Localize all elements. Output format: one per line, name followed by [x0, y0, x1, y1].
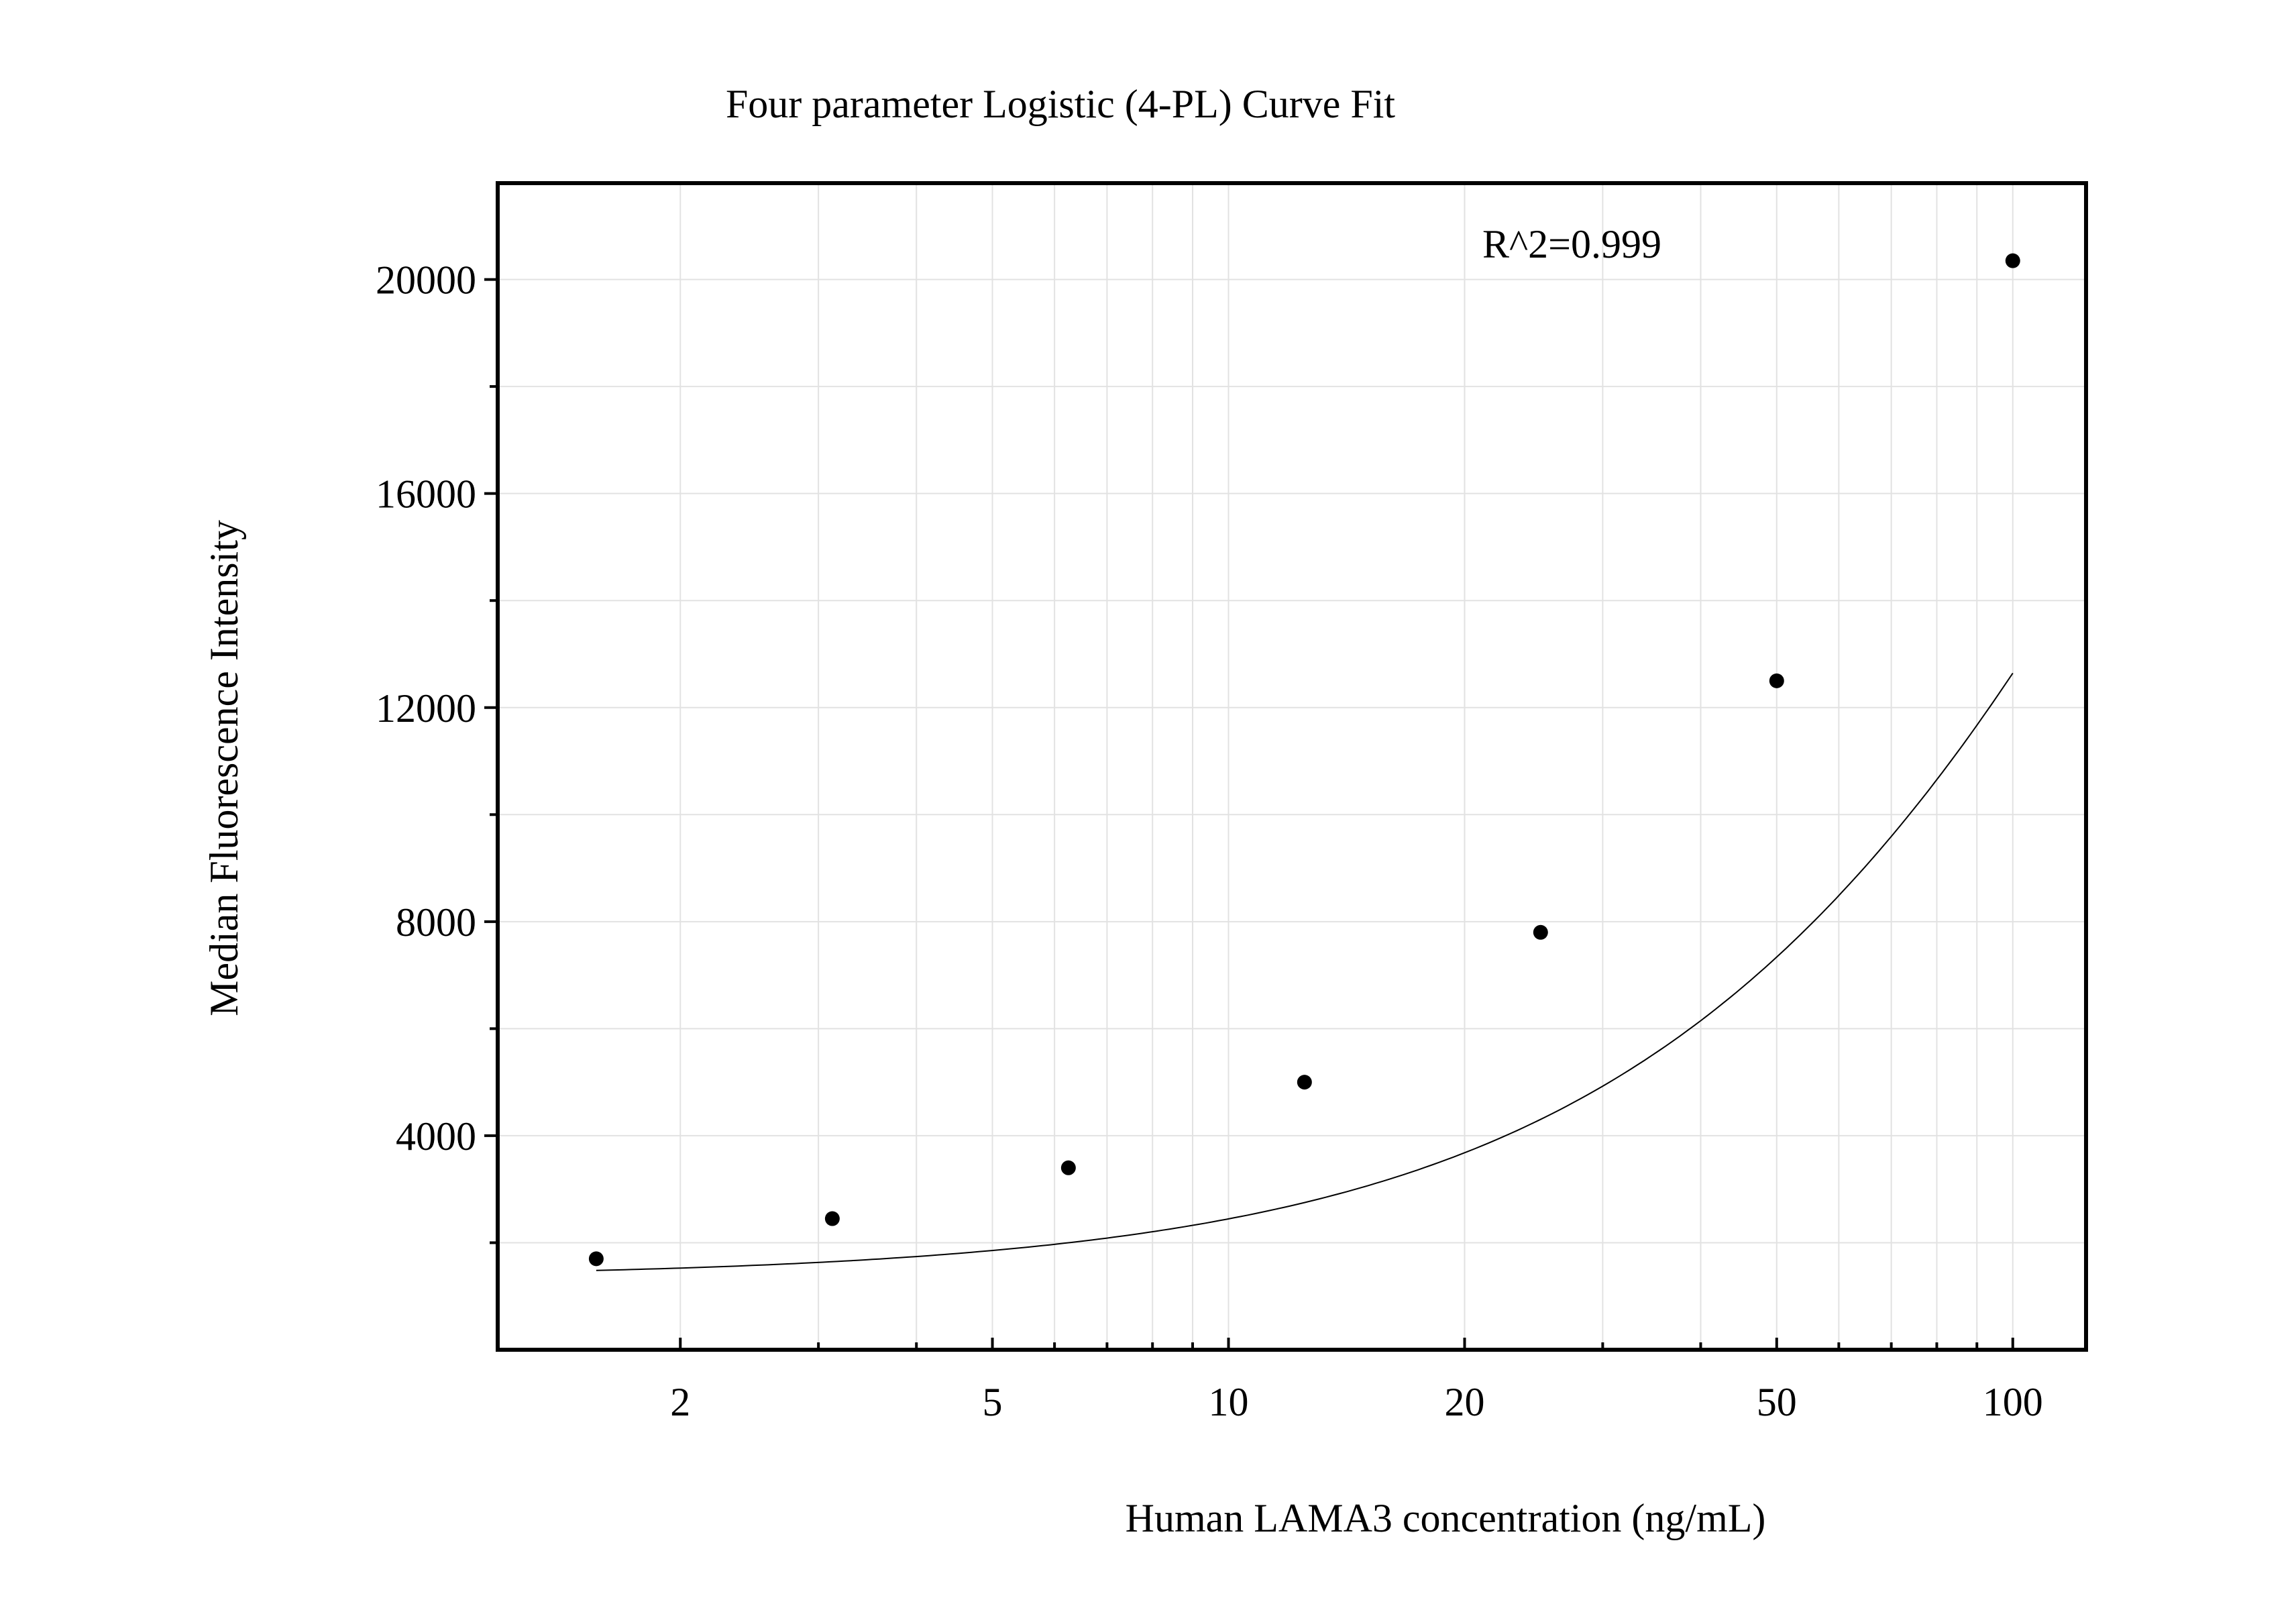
grid-lines	[498, 183, 2086, 1350]
fit-curve	[596, 672, 2014, 1271]
x-tick-label: 20	[1444, 1380, 1484, 1424]
data-point	[1533, 924, 1548, 940]
data-point	[588, 1251, 604, 1267]
x-tick-label: 5	[983, 1380, 1003, 1424]
data-point	[1769, 673, 1784, 688]
y-tick-label: 16000	[376, 472, 476, 517]
data-point	[1297, 1075, 1312, 1090]
x-tick-label: 10	[1209, 1380, 1249, 1424]
axes: 2 5 10 20 50 100 4000 8000 12000 16000 20000	[376, 258, 2043, 1424]
plot-frame	[496, 181, 2088, 1352]
y-tick-label: 20000	[376, 258, 476, 303]
r-squared-annotation: R^2=0.999	[1482, 222, 1661, 266]
x-tick-label: 2	[670, 1380, 690, 1424]
data-points	[588, 253, 2020, 1267]
x-axis-title: Human LAMA3 concentration (ng/mL)	[1126, 1496, 1766, 1540]
data-point	[1060, 1160, 1076, 1175]
y-axis-title: Median Fluorescence Intensity	[202, 520, 246, 1016]
data-point	[824, 1211, 840, 1226]
y-tick-label: 8000	[396, 900, 476, 945]
data-point	[2005, 253, 2020, 268]
x-tick-label: 50	[1757, 1380, 1797, 1424]
y-tick-label: 12000	[376, 686, 476, 731]
x-tick-label: 100	[1983, 1380, 2043, 1424]
y-tick-label: 4000	[396, 1114, 476, 1159]
chart-title: Four parameter Logistic (4-PL) Curve Fit	[726, 82, 1395, 126]
